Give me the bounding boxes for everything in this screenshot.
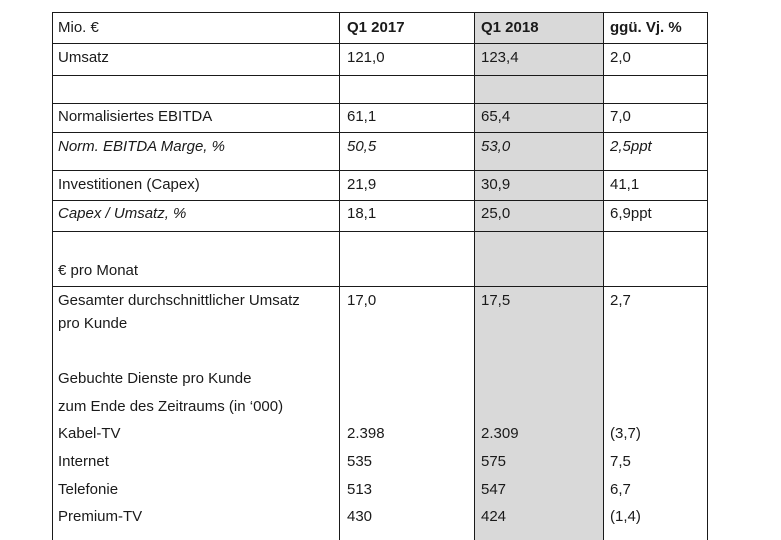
column-divider-1 [339, 12, 340, 540]
row-divider [52, 132, 708, 133]
section-heading-dienste-line2: zum Ende des Zeitraums (in ‘000) [58, 398, 284, 415]
kabel-tv-q1-2018: 2.309 [481, 425, 519, 442]
row-label-capex-umsatz: Capex / Umsatz, % [58, 205, 187, 222]
row-divider [52, 200, 708, 201]
internet-q1-2017: 535 [347, 453, 373, 470]
telefonie-q1-2018: 547 [481, 481, 507, 498]
capex-umsatz-q1-2018: 25,0 [481, 205, 511, 222]
row-label-ebitda: Normalisiertes EBITDA [58, 108, 213, 125]
ebitda-marge-q1-2017: 50,5 [347, 138, 377, 155]
capex-umsatz-change: 6,9ppt [610, 205, 652, 222]
umsatz-q1-2017: 121,0 [347, 49, 385, 66]
arpu-q1-2018: 17,5 [481, 292, 511, 309]
section-heading-pro-monat: € pro Monat [58, 262, 139, 279]
ebitda-marge-q1-2018: 53,0 [481, 138, 511, 155]
premium-tv-change: (1,4) [610, 508, 641, 525]
internet-q1-2018: 575 [481, 453, 507, 470]
arpu-q1-2017: 17,0 [347, 292, 377, 309]
ebitda-q1-2017: 61,1 [347, 108, 377, 125]
row-label-premium-tv: Premium-TV [58, 508, 143, 525]
header-label: Mio. € [58, 19, 99, 36]
capex-change: 41,1 [610, 176, 640, 193]
row-label-internet: Internet [58, 453, 109, 470]
q1-2018-column-shading [474, 12, 603, 540]
column-divider-3 [603, 12, 604, 540]
ebitda-change: 7,0 [610, 108, 631, 125]
table-border-right [707, 12, 708, 540]
telefonie-change: 6,7 [610, 481, 631, 498]
umsatz-change: 2,0 [610, 49, 631, 66]
row-divider [52, 286, 708, 287]
row-label-arpu-line1: Gesamter durchschnittlicher Umsatz [58, 292, 300, 309]
telefonie-q1-2017: 513 [347, 481, 373, 498]
row-divider [52, 170, 708, 171]
row-divider [52, 103, 708, 104]
row-divider [52, 12, 708, 13]
premium-tv-q1-2018: 424 [481, 508, 507, 525]
row-divider [52, 43, 708, 44]
column-divider-2 [474, 12, 475, 540]
row-label-kabel-tv: Kabel-TV [58, 425, 121, 442]
row-label-ebitda-marge: Norm. EBITDA Marge, % [58, 138, 225, 155]
row-label-arpu-line2: pro Kunde [58, 315, 128, 332]
ebitda-q1-2018: 65,4 [481, 108, 511, 125]
table-border-left [52, 12, 53, 540]
capex-umsatz-q1-2017: 18,1 [347, 205, 377, 222]
ebitda-marge-change: 2,5ppt [610, 138, 652, 155]
premium-tv-q1-2017: 430 [347, 508, 373, 525]
section-heading-dienste-line1: Gebuchte Dienste pro Kunde [58, 370, 252, 387]
capex-q1-2017: 21,9 [347, 176, 377, 193]
row-label-telefonie: Telefonie [58, 481, 119, 498]
row-label-capex: Investitionen (Capex) [58, 176, 200, 193]
header-change-pct: ggü. Vj. % [610, 19, 682, 36]
capex-q1-2018: 30,9 [481, 176, 511, 193]
kabel-tv-q1-2017: 2.398 [347, 425, 385, 442]
header-q1-2018: Q1 2018 [481, 19, 539, 36]
row-divider [52, 231, 708, 232]
row-divider [52, 75, 708, 76]
kabel-tv-change: (3,7) [610, 425, 641, 442]
arpu-change: 2,7 [610, 292, 631, 309]
umsatz-q1-2018: 123,4 [481, 49, 519, 66]
internet-change: 7,5 [610, 453, 631, 470]
header-q1-2017: Q1 2017 [347, 19, 405, 36]
row-label-umsatz: Umsatz [58, 49, 109, 66]
